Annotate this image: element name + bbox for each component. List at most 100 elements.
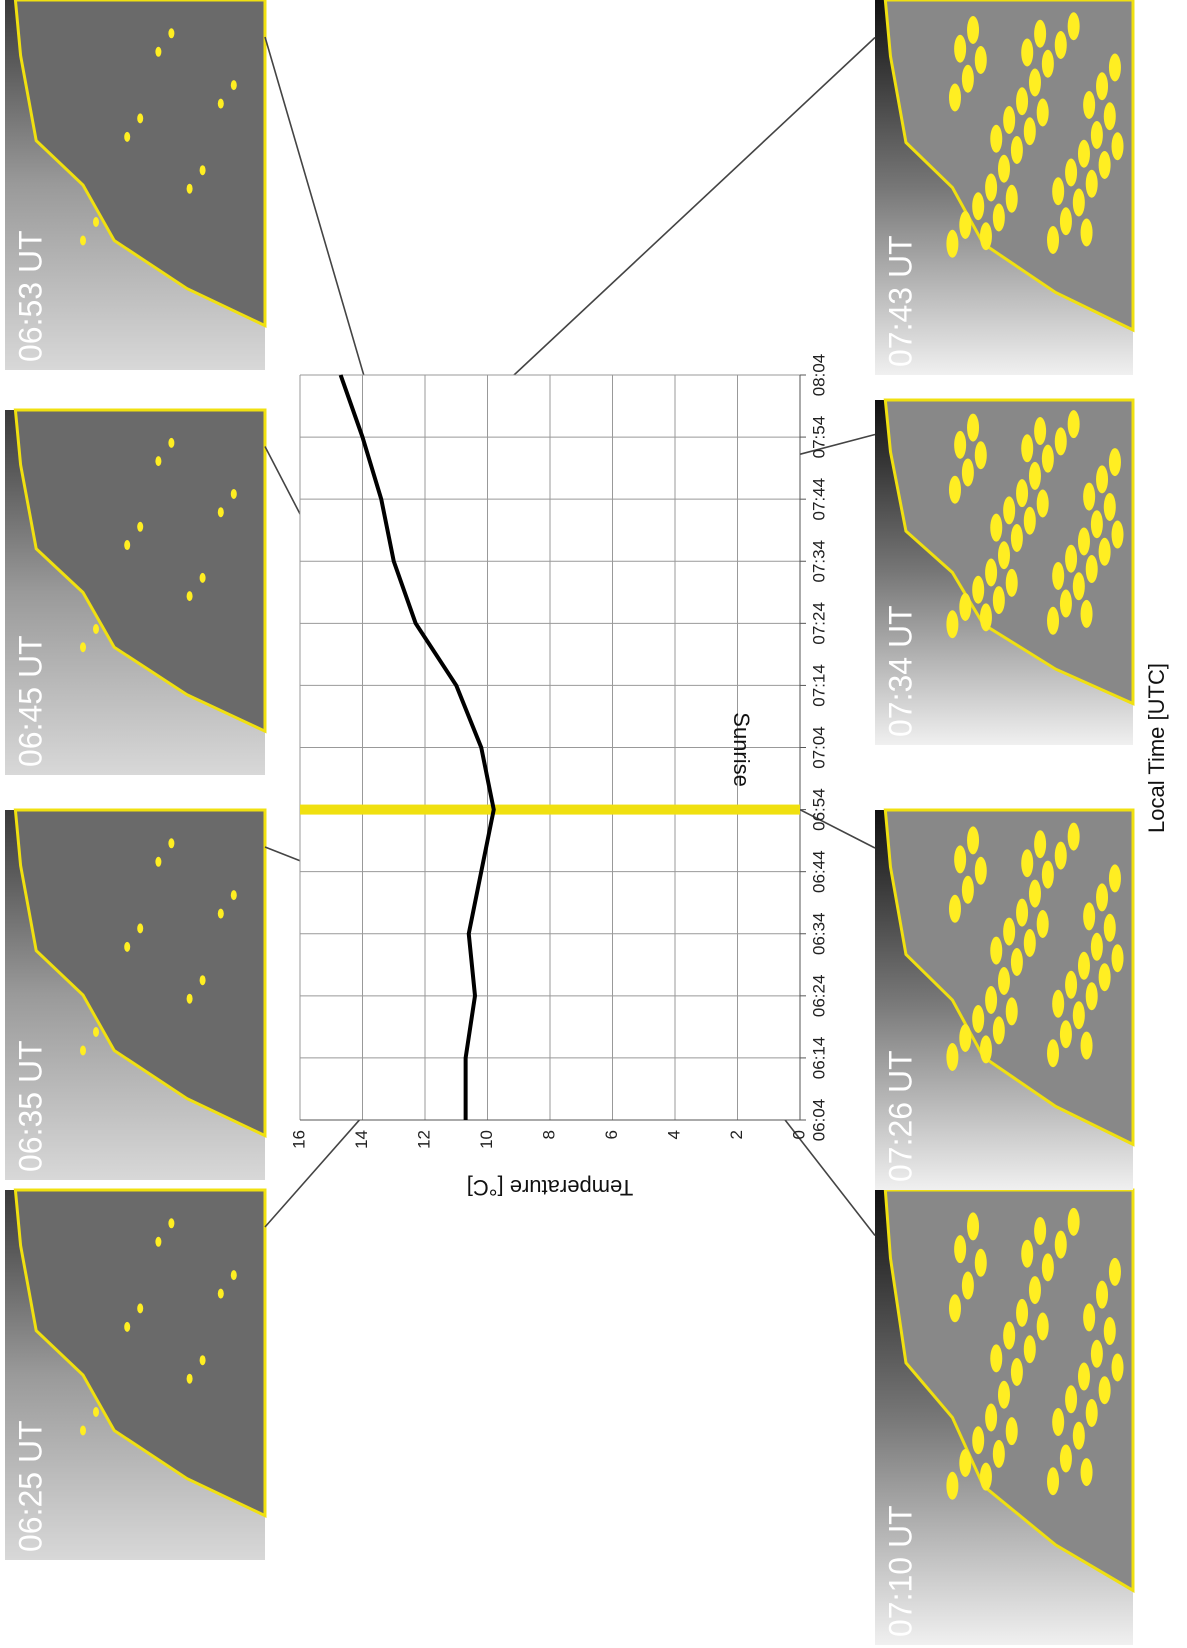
y-tick-label: 6	[602, 1130, 621, 1139]
photo-label: 07:34 UT	[882, 605, 918, 737]
highlight	[1111, 944, 1124, 973]
highlight	[1103, 492, 1116, 521]
highlight	[1034, 19, 1047, 48]
highlight	[1090, 121, 1103, 149]
highlight	[1077, 1362, 1090, 1391]
highlight	[1090, 1339, 1103, 1368]
highlight	[124, 131, 131, 142]
highlight	[186, 183, 193, 194]
photo: 06:53 UT	[5, 0, 267, 370]
highlight	[1010, 1358, 1023, 1386]
highlight	[990, 936, 1003, 965]
highlight	[1108, 53, 1121, 82]
highlight	[992, 203, 1005, 232]
highlight	[959, 211, 972, 239]
x-tick-label: 06:44	[809, 850, 828, 893]
highlight	[1010, 948, 1023, 976]
highlight	[1059, 589, 1072, 618]
highlight	[1047, 1467, 1060, 1496]
highlight	[1059, 1444, 1072, 1473]
highlight	[168, 838, 175, 849]
highlight	[1052, 989, 1065, 1018]
highlight	[1096, 72, 1109, 101]
photo-label: 07:26 UT	[882, 1050, 918, 1182]
highlight	[990, 1344, 1003, 1373]
highlight	[1096, 1280, 1109, 1309]
highlight	[946, 610, 959, 639]
highlight	[80, 642, 86, 653]
highlight	[1005, 568, 1018, 597]
photo: 07:43 UT	[875, 0, 1135, 375]
highlight	[1047, 1039, 1060, 1068]
highlight	[155, 1236, 162, 1247]
highlight	[954, 34, 967, 63]
x-tick-label: 06:14	[809, 1037, 828, 1080]
photo: 07:26 UT	[875, 808, 1135, 1190]
x-axis-label: Local Time [UTC]	[1144, 663, 1169, 833]
highlight	[1034, 1216, 1047, 1245]
highlight	[979, 1462, 992, 1491]
highlight	[946, 229, 959, 258]
highlight	[1080, 1031, 1093, 1060]
highlight	[1072, 1001, 1085, 1030]
highlight	[1023, 506, 1036, 535]
highlight	[137, 923, 144, 934]
highlight	[217, 1288, 224, 1299]
highlight	[1023, 1335, 1036, 1364]
highlight	[1098, 151, 1111, 179]
rock	[13, 1188, 267, 1518]
highlight	[124, 1321, 131, 1332]
highlight	[93, 1027, 99, 1037]
highlight	[137, 1303, 144, 1314]
highlight	[80, 1045, 86, 1056]
highlight	[1083, 91, 1096, 119]
highlight	[1067, 1207, 1080, 1236]
highlight	[998, 967, 1010, 995]
highlight	[1096, 883, 1109, 912]
highlight	[1059, 207, 1072, 236]
highlight	[1036, 98, 1049, 127]
highlight	[967, 1212, 980, 1241]
highlight	[1036, 489, 1049, 518]
highlight	[1090, 932, 1103, 961]
highlight	[1108, 1257, 1121, 1286]
highlight	[967, 16, 980, 44]
highlight	[1080, 1458, 1093, 1487]
highlight	[948, 1294, 961, 1323]
highlight	[954, 1235, 967, 1264]
highlight	[168, 1218, 175, 1229]
highlight	[1059, 1020, 1072, 1049]
highlight	[998, 1380, 1010, 1409]
highlight	[199, 975, 206, 986]
highlight	[1111, 1353, 1124, 1382]
highlight	[992, 1439, 1005, 1468]
highlight	[1036, 1312, 1049, 1341]
highlight	[199, 165, 206, 176]
highlight	[946, 1471, 959, 1500]
highlight	[1108, 448, 1121, 477]
annotation-label: Sunrise	[729, 712, 754, 787]
highlight	[1077, 527, 1090, 556]
highlight	[979, 222, 992, 251]
highlight	[230, 488, 237, 499]
highlight	[998, 154, 1010, 183]
x-tick-label: 07:44	[809, 478, 828, 521]
highlight	[1052, 1408, 1065, 1437]
highlight	[985, 986, 998, 1014]
x-tick-label: 07:54	[809, 416, 828, 459]
highlight	[1065, 970, 1078, 999]
highlight	[972, 575, 985, 604]
highlight	[1005, 1417, 1018, 1446]
x-tick-label: 06:04	[809, 1099, 828, 1142]
highlight	[948, 894, 961, 923]
highlight	[155, 46, 162, 57]
highlight	[1041, 49, 1054, 78]
highlight	[974, 856, 987, 885]
highlight	[1054, 1230, 1067, 1259]
highlight	[186, 1373, 193, 1384]
highlight	[1072, 188, 1085, 217]
highlight	[1072, 1421, 1085, 1450]
highlight	[1052, 561, 1065, 590]
